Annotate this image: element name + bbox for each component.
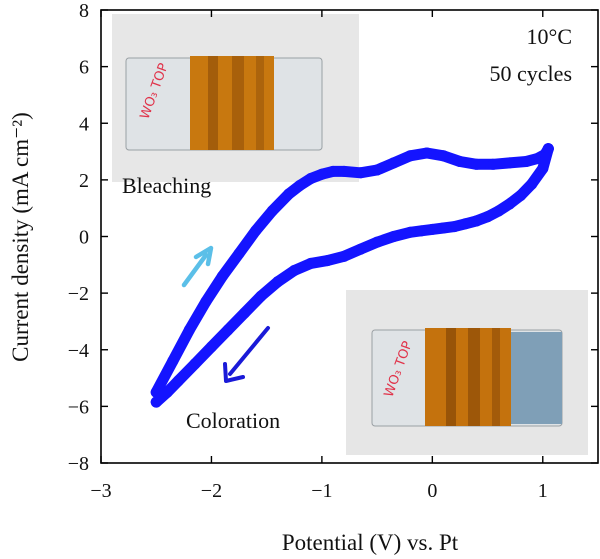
y-tick-label: −4 — [68, 340, 89, 362]
x-tick-label: 0 — [427, 480, 437, 502]
cv-data-point — [216, 270, 228, 282]
cv-series-line-upper — [150, 143, 554, 398]
cv-data-point — [493, 205, 505, 217]
cv-data-point — [437, 222, 449, 234]
coloration-arrow — [223, 326, 270, 383]
cv-data-point — [288, 264, 300, 276]
cv-data-point — [426, 223, 438, 235]
cv-data-point — [338, 250, 350, 262]
cv-data-point — [283, 188, 295, 200]
y-tick-label: −6 — [68, 396, 89, 418]
cv-data-point — [542, 143, 554, 155]
bleaching-inset-photo: WO₃ TOP — [112, 14, 359, 182]
cv-data-point — [388, 157, 400, 169]
cv-data-point — [404, 226, 416, 238]
cv-data-point — [355, 167, 367, 179]
cv-data-point — [150, 396, 162, 408]
cv-data-point — [233, 247, 245, 259]
y-tick-label: −2 — [68, 283, 89, 305]
cv-data-point — [239, 307, 251, 319]
cv-data-point — [482, 211, 494, 223]
cv-data-point — [172, 375, 184, 387]
cv-data-point — [415, 225, 427, 237]
cv-data-point — [421, 147, 433, 159]
x-tick-label: −1 — [311, 480, 332, 502]
cv-data-point — [200, 296, 212, 308]
cv-data-point — [321, 255, 333, 267]
cv-data-point — [338, 165, 350, 177]
y-axis-title: Current density (mA cm⁻²) — [8, 112, 33, 362]
cv-data-point — [189, 358, 201, 370]
cv-data-point — [526, 178, 538, 190]
cv-data-point — [266, 205, 278, 217]
cv-data-point — [327, 165, 339, 177]
cv-data-point — [371, 164, 383, 176]
cv-data-point — [305, 257, 317, 269]
axis-ticks: −3 −2 −1 0 1 −8 −6 −4 −2 0 2 4 6 8 — [68, 0, 598, 502]
cv-data-point — [272, 276, 284, 288]
cv-data-point — [305, 172, 317, 184]
cv-data-point — [183, 324, 195, 336]
cv-data-point — [437, 150, 449, 162]
cv-data-point — [520, 155, 532, 167]
x-tick-label: 1 — [538, 480, 548, 502]
coloration-inset-photo: WO₃ TOP — [346, 290, 588, 455]
y-tick-label: 0 — [79, 227, 89, 249]
cv-data-point — [355, 243, 367, 255]
x-tick-label: −2 — [201, 480, 222, 502]
x-axis-title: Potential (V) vs. Pt — [282, 530, 459, 555]
cv-data-point — [504, 198, 516, 210]
series-group — [150, 143, 554, 408]
y-tick-label: 4 — [79, 113, 89, 135]
cv-data-point — [205, 341, 217, 353]
cv-data-point — [222, 324, 234, 336]
cv-data-point — [255, 290, 267, 302]
bleaching-arrow — [181, 245, 214, 288]
y-tick-label: 8 — [79, 0, 89, 22]
cv-data-point — [316, 168, 328, 180]
cv-data-point — [371, 236, 383, 248]
cv-data-point — [537, 163, 549, 175]
y-tick-label: 6 — [79, 57, 89, 79]
x-tick-label: −3 — [90, 480, 111, 502]
cv-data-point — [388, 231, 400, 242]
cv-data-point — [487, 158, 499, 170]
cycles-label: 50 cycles — [490, 61, 572, 86]
cv-data-point — [471, 215, 483, 227]
bleaching-label: Bleaching — [122, 173, 211, 198]
cv-data-point — [167, 355, 179, 367]
cv-data-point — [294, 180, 306, 192]
y-tick-label: −8 — [68, 453, 89, 475]
cv-data-point — [459, 218, 471, 230]
y-tick-label: 2 — [79, 170, 89, 192]
cv-data-point — [515, 189, 527, 201]
cv-data-point — [454, 155, 466, 167]
cv-data-point — [504, 157, 516, 169]
cv-data-point — [448, 221, 460, 233]
cv-data-point — [161, 386, 173, 398]
cv-data-point — [471, 158, 483, 170]
cv-data-point — [250, 225, 262, 237]
cv-data-point — [404, 150, 416, 162]
coloration-label: Coloration — [186, 408, 280, 433]
temperature-label: 10°C — [527, 24, 572, 49]
